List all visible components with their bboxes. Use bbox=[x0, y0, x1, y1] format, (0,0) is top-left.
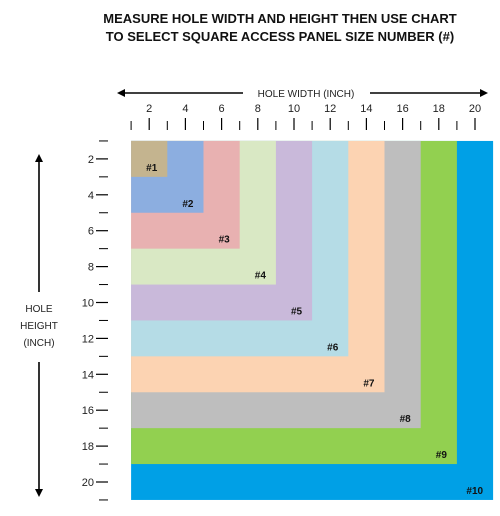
panel-3-label: #3 bbox=[219, 235, 231, 246]
height-tick-label: 4 bbox=[88, 190, 94, 202]
height-tick-label: 16 bbox=[82, 405, 94, 417]
panel-4-label: #4 bbox=[255, 271, 267, 282]
panel-5-label: #5 bbox=[291, 306, 303, 317]
height-tick-label: 6 bbox=[88, 226, 94, 238]
panel-1-label: #1 bbox=[146, 163, 158, 174]
width-tick-label: 16 bbox=[396, 103, 408, 115]
width-tick-label: 12 bbox=[324, 103, 336, 115]
panel-2-label: #2 bbox=[182, 199, 194, 210]
axes-layer: HOLE WIDTH (INCH) HOLE HEIGHT (INCH) bbox=[20, 89, 488, 497]
width-tick-label: 2 bbox=[146, 103, 152, 115]
height-tick-label: 18 bbox=[82, 441, 94, 453]
panel-1-region bbox=[131, 140, 168, 177]
width-tick-label: 6 bbox=[219, 103, 225, 115]
height-tick-label: 8 bbox=[88, 262, 94, 274]
chart-title-line-2: TO SELECT SQUARE ACCESS PANEL SIZE NUMBE… bbox=[105, 29, 455, 44]
width-tick-label: 18 bbox=[433, 103, 445, 115]
width-tick-label: 14 bbox=[360, 103, 372, 115]
height-tick-label: 10 bbox=[82, 298, 94, 310]
panel-6-label: #6 bbox=[327, 342, 339, 353]
panels-layer: #1 #2 #3 #4 #5 #6 #7 #8 #9 #10 bbox=[131, 140, 494, 500]
width-tick-label: 8 bbox=[255, 103, 261, 115]
height-tick-label: 2 bbox=[88, 154, 94, 166]
panel-10-label: #10 bbox=[466, 486, 483, 497]
width-tick-label: 20 bbox=[469, 103, 481, 115]
height-axis-label-line-1: HOLE bbox=[25, 304, 53, 315]
width-tick-label: 10 bbox=[288, 103, 300, 115]
height-tick-label: 20 bbox=[82, 477, 94, 489]
height-tick-label: 14 bbox=[82, 369, 94, 381]
width-tick-label: 4 bbox=[182, 103, 188, 115]
height-axis-label-line-2: HEIGHT bbox=[20, 321, 58, 332]
panel-7-label: #7 bbox=[363, 378, 375, 389]
panel-8-label: #8 bbox=[400, 414, 412, 425]
height-axis-label-line-3: (INCH) bbox=[23, 338, 54, 349]
height-tick-label: 12 bbox=[82, 333, 94, 345]
panel-9-label: #9 bbox=[436, 450, 448, 461]
chart-title-line-1: MEASURE HOLE WIDTH AND HEIGHT THEN USE C… bbox=[103, 11, 457, 26]
ticks-layer: 2 4 6 8 10 12 14 16 18 20 2 4 6 8 10 12 14 16 18 20 bbox=[82, 103, 481, 501]
width-axis-label: HOLE WIDTH (INCH) bbox=[258, 89, 355, 100]
